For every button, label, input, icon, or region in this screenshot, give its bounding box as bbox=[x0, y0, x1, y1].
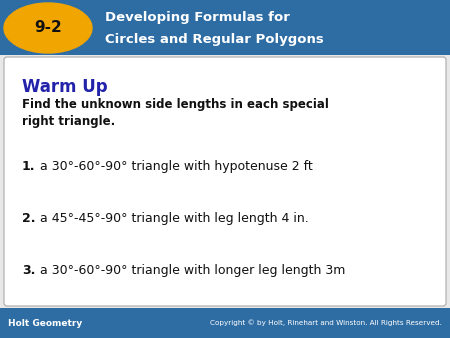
Text: a 30°-60°-90° triangle with hypotenuse 2 ft: a 30°-60°-90° triangle with hypotenuse 2… bbox=[40, 160, 313, 173]
Text: Circles and Regular Polygons: Circles and Regular Polygons bbox=[105, 32, 324, 46]
Text: 2.: 2. bbox=[22, 212, 36, 225]
Text: a 30°-60°-90° triangle with longer leg length 3m: a 30°-60°-90° triangle with longer leg l… bbox=[40, 264, 346, 277]
Text: Holt Geometry: Holt Geometry bbox=[8, 318, 82, 328]
Text: 9-2: 9-2 bbox=[34, 21, 62, 35]
Text: Find the unknown side lengths in each special
right triangle.: Find the unknown side lengths in each sp… bbox=[22, 98, 329, 127]
Ellipse shape bbox=[4, 3, 92, 53]
Text: a 45°-45°-90° triangle with leg length 4 in.: a 45°-45°-90° triangle with leg length 4… bbox=[40, 212, 309, 225]
Text: Warm Up: Warm Up bbox=[22, 78, 108, 96]
FancyBboxPatch shape bbox=[4, 57, 446, 306]
Text: Developing Formulas for: Developing Formulas for bbox=[105, 10, 290, 24]
Text: Copyright © by Holt, Rinehart and Winston. All Rights Reserved.: Copyright © by Holt, Rinehart and Winsto… bbox=[210, 320, 442, 326]
Text: 3.: 3. bbox=[22, 264, 36, 277]
Text: 1.: 1. bbox=[22, 160, 36, 173]
